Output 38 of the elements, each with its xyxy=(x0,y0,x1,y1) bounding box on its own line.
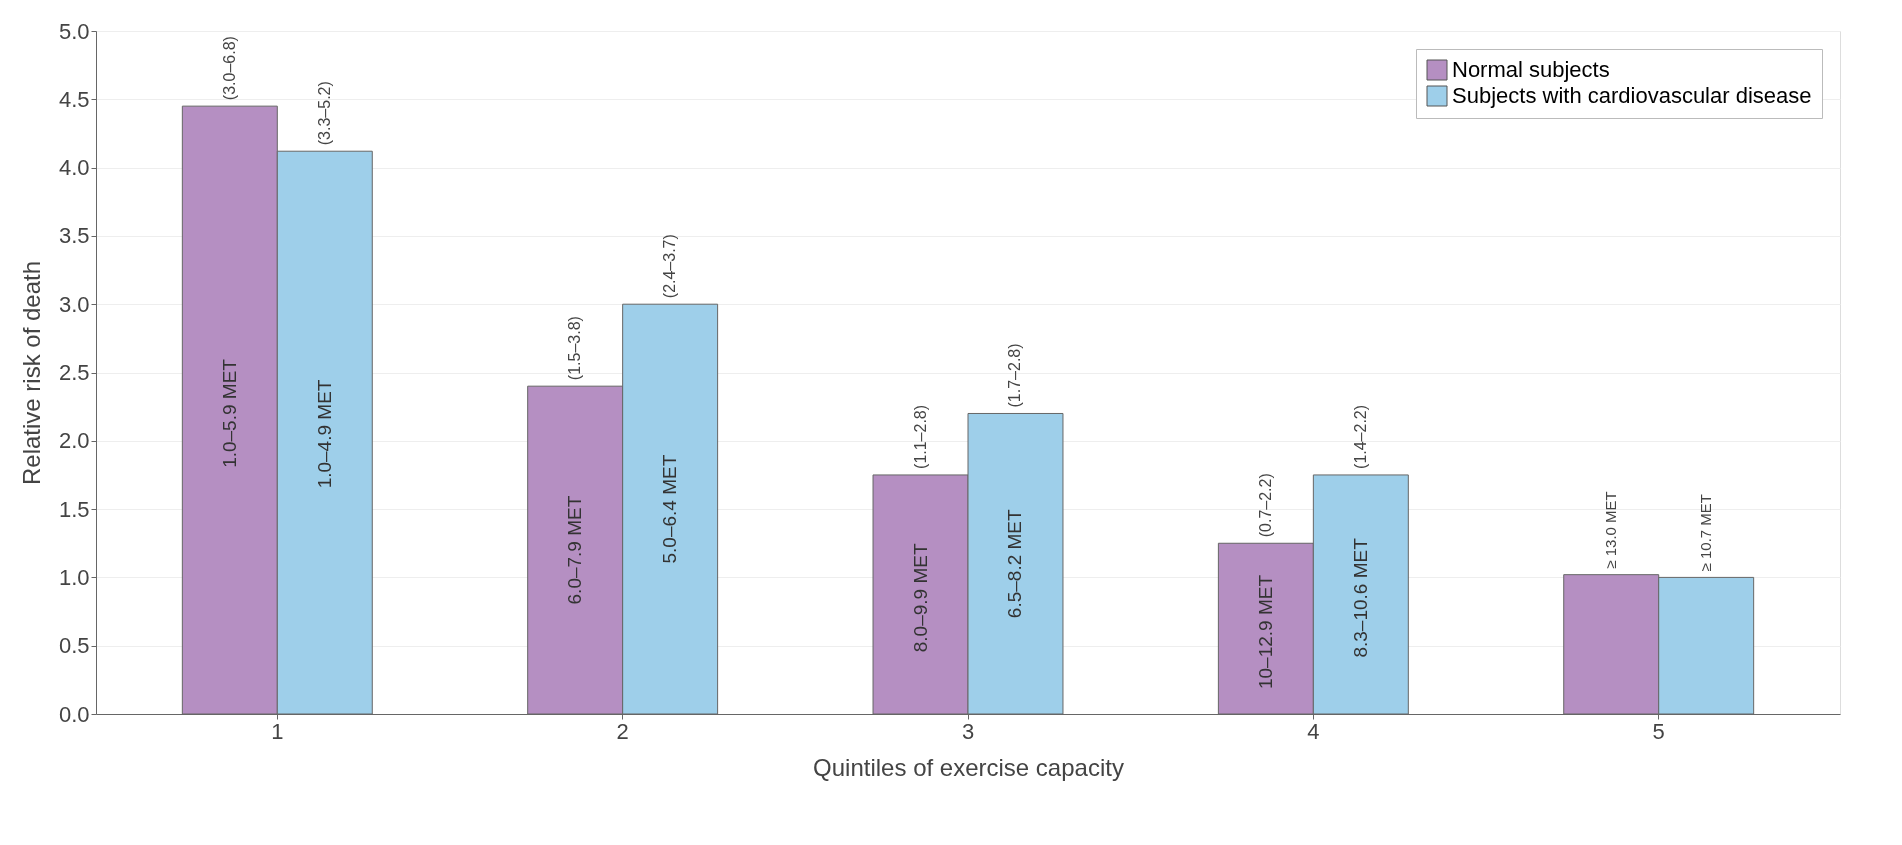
data-label: (1.5–3.8) xyxy=(566,316,584,381)
legend-label: Subjects with cardiovascular disease xyxy=(1452,83,1812,108)
x-tick-label: 2 xyxy=(616,718,629,744)
y-tick-label: 1.5 xyxy=(58,496,90,522)
data-label: (1.1–2.8) xyxy=(911,404,929,469)
annotation: 8.0–9.9 MET xyxy=(909,543,931,653)
y-tick-label: 4.0 xyxy=(58,155,90,181)
x-axis-title: Quintiles of exercise capacity xyxy=(813,753,1124,781)
y-tick-label: 4.5 xyxy=(58,86,90,112)
annotation: 6.0–7.9 MET xyxy=(564,495,586,605)
annotation: 6.5–8.2 MET xyxy=(1004,508,1026,619)
y-tick-label: 3.5 xyxy=(58,223,90,249)
y-tick-label: 2.5 xyxy=(58,360,90,385)
annotation: ≥ 13.0 MET xyxy=(1602,491,1620,569)
annotation: 8.3–10.6 MET xyxy=(1349,537,1371,658)
data-label: (0.7–2.2) xyxy=(1256,473,1274,538)
x-tick-label: 3 xyxy=(961,718,975,744)
legend-label: Normal subjects xyxy=(1452,57,1610,82)
y-tick-label: 1.0 xyxy=(58,564,90,590)
data-label: (1.4–2.2) xyxy=(1351,404,1369,469)
annotation: 10–12.9 MET xyxy=(1254,574,1276,690)
y-axis-title: Relative risk of death xyxy=(17,260,45,486)
y-tick-label: 3.0 xyxy=(58,291,90,317)
x-tick-label: 4 xyxy=(1307,718,1320,744)
data-label: (1.7–2.8) xyxy=(1006,343,1024,408)
data-label: (3.3–5.2) xyxy=(315,81,333,146)
y-tick-label: 0.0 xyxy=(58,701,90,727)
data-label: (2.4–3.7) xyxy=(661,234,679,299)
annotation: ≥ 10.7 MET xyxy=(1697,493,1715,572)
x-tick-label: 5 xyxy=(1652,718,1665,744)
annotation: 1.0–5.9 MET xyxy=(218,358,240,468)
annotation: 1.0–4.9 MET xyxy=(313,379,335,489)
data-label: (3.0–6.8) xyxy=(220,36,238,101)
x-tick-label: 1 xyxy=(271,718,284,744)
y-tick-label: 0.5 xyxy=(58,633,90,659)
y-tick-label: 2.0 xyxy=(58,428,90,454)
y-tick-label: 5.0 xyxy=(58,18,90,44)
annotation: 5.0–6.4 MET xyxy=(659,454,681,564)
